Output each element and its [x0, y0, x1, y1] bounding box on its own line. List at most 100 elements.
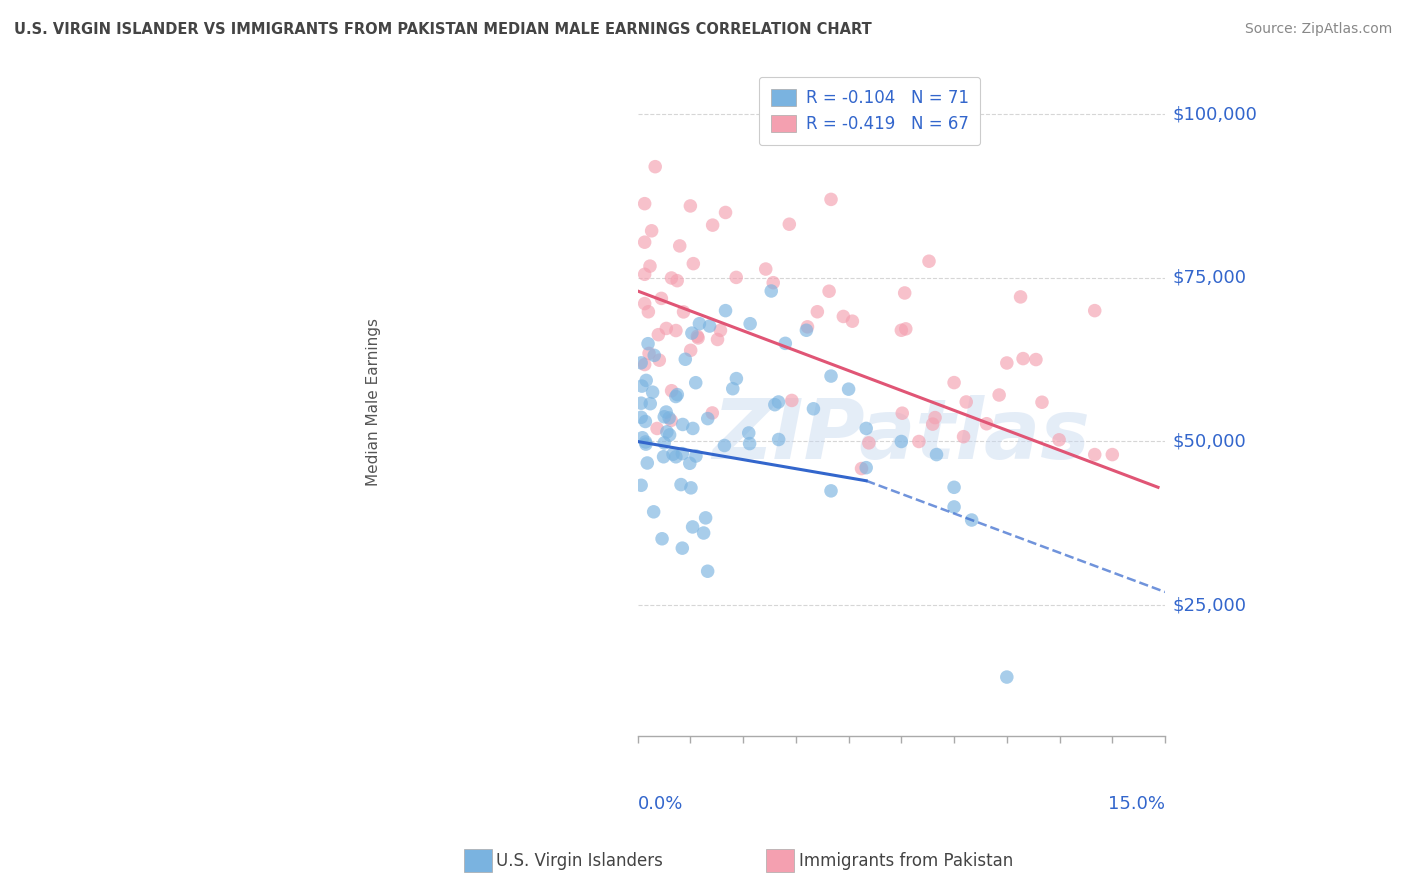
- Point: [655, 321, 678, 335]
- Point: [894, 322, 917, 336]
- Text: $100,000: $100,000: [1173, 105, 1257, 123]
- Point: [682, 421, 704, 435]
- Point: [768, 433, 790, 447]
- Point: [832, 310, 855, 324]
- Point: [682, 257, 704, 271]
- Point: [692, 526, 714, 541]
- Point: [995, 670, 1018, 684]
- Point: [634, 437, 657, 451]
- Point: [679, 481, 702, 495]
- Point: [838, 382, 860, 396]
- Point: [665, 324, 688, 338]
- Point: [630, 396, 652, 410]
- Point: [738, 436, 761, 450]
- Point: [634, 358, 657, 372]
- Point: [925, 448, 948, 462]
- Point: [818, 284, 841, 298]
- Point: [725, 270, 748, 285]
- Point: [806, 304, 828, 318]
- Point: [780, 393, 803, 408]
- Point: [995, 356, 1018, 370]
- Point: [665, 390, 688, 404]
- Point: [685, 449, 707, 463]
- Point: [893, 285, 915, 300]
- Point: [662, 447, 685, 461]
- Point: [647, 327, 669, 342]
- Text: Median Male Earnings: Median Male Earnings: [367, 318, 381, 486]
- Point: [851, 461, 873, 475]
- Point: [643, 505, 665, 519]
- Point: [681, 326, 703, 340]
- Point: [796, 319, 818, 334]
- Point: [1025, 352, 1047, 367]
- Point: [634, 434, 657, 449]
- Point: [636, 373, 658, 387]
- Point: [955, 395, 977, 409]
- Point: [672, 305, 695, 319]
- Point: [638, 346, 661, 360]
- Point: [640, 224, 662, 238]
- Point: [1047, 433, 1070, 447]
- Point: [669, 477, 692, 491]
- Point: [634, 415, 657, 429]
- Point: [943, 500, 966, 514]
- Point: [738, 425, 761, 440]
- Text: ZIPatlas: ZIPatlas: [713, 395, 1090, 476]
- Point: [714, 205, 737, 219]
- Point: [658, 428, 681, 442]
- Point: [952, 430, 974, 444]
- Point: [755, 262, 778, 277]
- Point: [796, 323, 818, 337]
- Point: [768, 395, 790, 409]
- Point: [740, 317, 762, 331]
- Point: [643, 348, 665, 362]
- Point: [890, 434, 912, 449]
- Point: [673, 352, 696, 367]
- Point: [820, 193, 842, 207]
- Point: [988, 388, 1011, 402]
- Point: [778, 217, 800, 231]
- Point: [666, 387, 689, 401]
- Point: [721, 382, 744, 396]
- Point: [648, 353, 671, 368]
- Point: [1084, 448, 1107, 462]
- Point: [651, 532, 673, 546]
- Point: [855, 460, 877, 475]
- Point: [686, 331, 709, 345]
- Text: $25,000: $25,000: [1173, 596, 1246, 614]
- Point: [668, 239, 690, 253]
- Point: [820, 369, 842, 384]
- Point: [960, 513, 983, 527]
- Point: [659, 413, 682, 427]
- Point: [679, 343, 702, 358]
- Point: [1012, 351, 1035, 366]
- Point: [665, 450, 688, 464]
- Point: [803, 401, 825, 416]
- Point: [630, 478, 652, 492]
- Point: [1084, 303, 1107, 318]
- Point: [652, 450, 675, 464]
- Point: [638, 259, 661, 273]
- Point: [671, 541, 693, 556]
- Legend: R = -0.104   N = 71, R = -0.419   N = 67: R = -0.104 N = 71, R = -0.419 N = 67: [759, 77, 980, 145]
- Point: [725, 371, 748, 385]
- Point: [634, 235, 657, 250]
- Point: [658, 411, 681, 425]
- Point: [645, 421, 668, 435]
- Point: [641, 385, 664, 400]
- Point: [943, 376, 966, 390]
- Point: [855, 421, 877, 435]
- Point: [638, 397, 661, 411]
- Point: [672, 417, 695, 432]
- Point: [637, 336, 659, 351]
- Point: [634, 296, 657, 310]
- Point: [630, 410, 652, 425]
- Point: [650, 292, 672, 306]
- Point: [682, 520, 704, 534]
- Point: [762, 276, 785, 290]
- Point: [685, 376, 707, 390]
- Point: [702, 218, 724, 232]
- Point: [655, 425, 678, 439]
- Point: [918, 254, 941, 268]
- Point: [666, 274, 689, 288]
